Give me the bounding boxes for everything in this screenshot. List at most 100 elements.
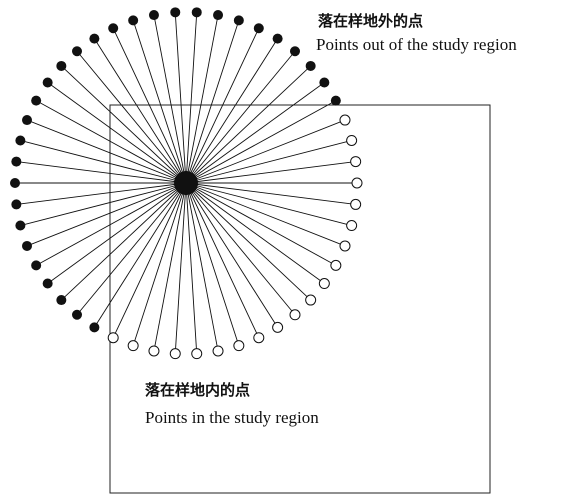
outside-point: [42, 77, 53, 88]
ray-line: [112, 182, 187, 338]
outside-point: [272, 33, 283, 44]
ray-line: [185, 12, 198, 184]
ray-line: [185, 20, 240, 184]
point-group: [10, 7, 363, 360]
inside-point: [272, 321, 284, 333]
inside-point: [318, 278, 330, 290]
ray-line: [185, 119, 346, 184]
inside-label-english: Points in the study region: [145, 408, 319, 427]
outside-point: [319, 77, 330, 88]
ray-line: [16, 182, 187, 205]
study-region-boundary: [109, 104, 491, 494]
outside-point: [72, 46, 83, 57]
ray-line: [185, 182, 240, 346]
ray-line: [16, 161, 187, 184]
outside-point: [10, 178, 20, 188]
ray-line: [185, 100, 337, 184]
ray-line: [76, 50, 187, 184]
ray-line: [26, 182, 187, 247]
inside-point: [339, 240, 351, 252]
ray-line: [185, 182, 219, 352]
ray-group: [15, 12, 357, 354]
outside-point: [213, 10, 224, 21]
ray-line: [185, 182, 346, 247]
outside-label-english: Points out of the study region: [316, 35, 517, 54]
outside-point: [89, 33, 100, 44]
inside-point: [191, 348, 203, 360]
ray-line: [185, 182, 352, 226]
outside-point: [108, 23, 119, 34]
ray-line: [153, 14, 187, 184]
ray-line: [185, 182, 296, 316]
ray-line: [185, 182, 325, 284]
inside-point: [127, 340, 139, 352]
ray-line: [20, 140, 187, 184]
ray-line: [20, 182, 187, 226]
outside-point: [305, 60, 316, 71]
inside-point: [107, 332, 119, 344]
outside-point: [11, 156, 22, 167]
ray-line: [26, 119, 187, 184]
outside-point: [31, 95, 42, 106]
ray-line: [185, 65, 311, 184]
outside-point: [89, 322, 100, 333]
inside-label-chinese: 落在样地内的点: [145, 381, 250, 399]
inside-point: [212, 345, 224, 357]
ray-line: [61, 182, 187, 301]
ray-line: [185, 82, 325, 184]
inside-point: [253, 332, 265, 344]
ray-line: [185, 182, 311, 301]
ray-line: [132, 182, 187, 346]
outside-point: [128, 15, 139, 26]
ray-line: [185, 50, 296, 184]
ray-line: [47, 82, 187, 184]
ray-line: [185, 14, 219, 184]
inside-point: [346, 134, 358, 146]
inside-point: [148, 345, 160, 357]
ray-line: [35, 182, 187, 266]
ray-line: [185, 182, 260, 338]
inside-point: [350, 198, 362, 210]
ray-line: [185, 28, 260, 184]
inside-point: [351, 177, 363, 189]
outside-label-chinese: 落在样地外的点: [318, 12, 423, 30]
ray-line: [93, 182, 187, 328]
inside-point: [330, 259, 342, 271]
ray-line: [185, 38, 279, 184]
outside-point: [31, 260, 42, 271]
ray-line: [185, 140, 352, 184]
outside-point: [22, 240, 33, 251]
outside-point: [191, 7, 202, 18]
outside-point: [15, 220, 26, 231]
inside-point: [339, 114, 351, 126]
center-point: [174, 171, 198, 195]
ray-line: [132, 20, 187, 184]
ray-line: [47, 182, 187, 284]
ray-line: [174, 12, 187, 184]
ray-line: [185, 182, 279, 328]
ray-line: [35, 100, 187, 184]
outside-point: [22, 115, 33, 126]
ray-line: [153, 182, 187, 352]
outside-point: [56, 295, 67, 306]
inside-point: [350, 156, 362, 168]
outside-point: [56, 60, 67, 71]
ray-line: [93, 38, 187, 184]
ray-line: [185, 182, 356, 205]
inside-point: [169, 348, 181, 360]
ray-line: [185, 161, 356, 184]
outside-point: [233, 15, 244, 26]
ray-line: [112, 28, 187, 184]
ray-line: [185, 182, 337, 266]
outside-point: [253, 23, 264, 34]
ray-line: [76, 182, 187, 316]
ray-line: [185, 182, 198, 354]
outside-point: [42, 278, 53, 289]
outside-point: [72, 309, 83, 320]
inside-point: [289, 309, 301, 321]
ray-line: [174, 182, 187, 354]
outside-point: [170, 7, 181, 18]
ray-line: [61, 65, 187, 184]
inside-point: [346, 220, 358, 232]
outside-point: [330, 95, 341, 106]
